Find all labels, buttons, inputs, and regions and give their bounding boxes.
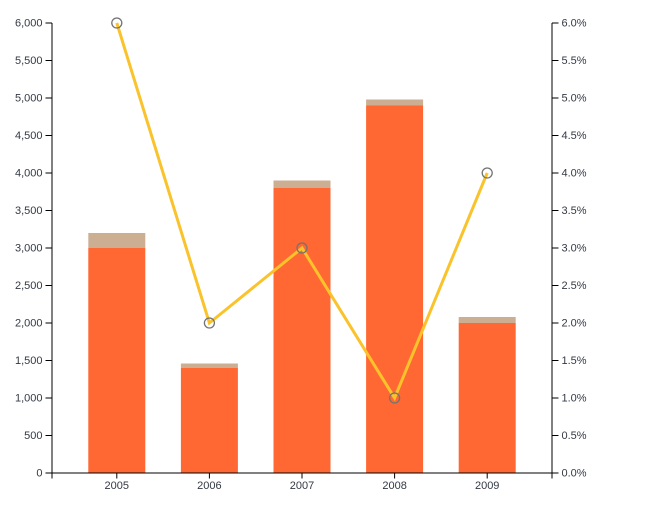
left-axis-tick-label: 5,500 bbox=[15, 55, 43, 67]
right-axis-tick-label: 5.0% bbox=[562, 93, 587, 105]
bar-segment-2006-secondary-tan[interactable] bbox=[180, 363, 238, 369]
line-marker-2008[interactable] bbox=[388, 392, 401, 404]
right-axis-tick-label: 3.0% bbox=[562, 243, 587, 255]
right-axis-tick-label: 6.0% bbox=[562, 18, 587, 30]
left-axis-tick-label: 1,500 bbox=[15, 355, 43, 367]
right-axis-tick-label: 2.5% bbox=[562, 280, 587, 292]
x-axis-label-2009: 2009 bbox=[475, 480, 499, 492]
right-axis-tick-label: 1.5% bbox=[562, 355, 587, 367]
right-axis-tick-label: 0.5% bbox=[562, 430, 587, 442]
bar-segment-2007-primary-orange[interactable] bbox=[273, 188, 331, 473]
left-axis-tick-label: 3,000 bbox=[15, 243, 43, 255]
right-axis-tick-label: 5.5% bbox=[562, 55, 587, 67]
bar-segment-2005-secondary-tan[interactable] bbox=[88, 233, 146, 248]
x-axis-label-2008: 2008 bbox=[382, 480, 406, 492]
right-axis-tick-label: 4.0% bbox=[562, 168, 587, 180]
left-axis-tick-label: 5,000 bbox=[15, 93, 43, 105]
bar-segment-2007-secondary-tan[interactable] bbox=[273, 180, 331, 189]
left-axis-tick-label: 3,500 bbox=[15, 205, 43, 217]
bar-segment-2005-primary-orange[interactable] bbox=[88, 248, 146, 473]
right-axis-tick-label: 1.0% bbox=[562, 393, 587, 405]
line-series-path[interactable] bbox=[115, 22, 489, 402]
left-axis-tick-label: 0 bbox=[36, 468, 42, 480]
bar-segment-2006-primary-orange[interactable] bbox=[180, 368, 238, 473]
left-axis-tick-label: 6,000 bbox=[15, 18, 43, 30]
x-axis-label-2007: 2007 bbox=[290, 480, 314, 492]
line-marker-2006[interactable] bbox=[203, 317, 216, 329]
bar-segment-2008-secondary-tan[interactable] bbox=[366, 99, 424, 106]
bar-segment-2008-primary-orange[interactable] bbox=[366, 105, 424, 474]
x-axis-label-2005: 2005 bbox=[105, 480, 129, 492]
line-marker-2005[interactable] bbox=[111, 17, 123, 29]
left-axis-tick-label: 2,500 bbox=[15, 280, 43, 292]
left-axis-tick-label: 4,500 bbox=[15, 130, 43, 142]
left-axis-tick-label: 500 bbox=[24, 430, 42, 442]
left-axis-tick-label: 4,000 bbox=[15, 168, 43, 180]
right-axis-tick-label: 0.0% bbox=[562, 468, 587, 480]
right-axis-tick-label: 4.5% bbox=[562, 130, 587, 142]
left-axis-tick-label: 1,000 bbox=[15, 393, 43, 405]
right-axis-tick-label: 3.5% bbox=[562, 205, 587, 217]
x-axis-label-2006: 2006 bbox=[197, 480, 221, 492]
bar-segment-2009-secondary-tan[interactable] bbox=[458, 317, 516, 323]
left-axis-tick-label: 2,000 bbox=[15, 318, 43, 330]
line-marker-2007[interactable] bbox=[296, 242, 308, 254]
line-marker-2009[interactable] bbox=[481, 167, 493, 179]
bar-segment-2009-primary-orange[interactable] bbox=[458, 323, 516, 473]
right-axis-tick-label: 2.0% bbox=[562, 318, 587, 330]
